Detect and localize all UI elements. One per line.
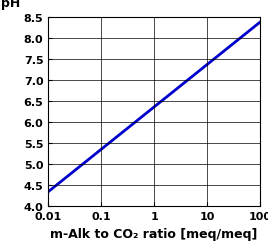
X-axis label: m-Alk to CO₂ ratio [meq/meq]: m-Alk to CO₂ ratio [meq/meq]	[50, 227, 258, 240]
Text: pH: pH	[1, 0, 20, 10]
